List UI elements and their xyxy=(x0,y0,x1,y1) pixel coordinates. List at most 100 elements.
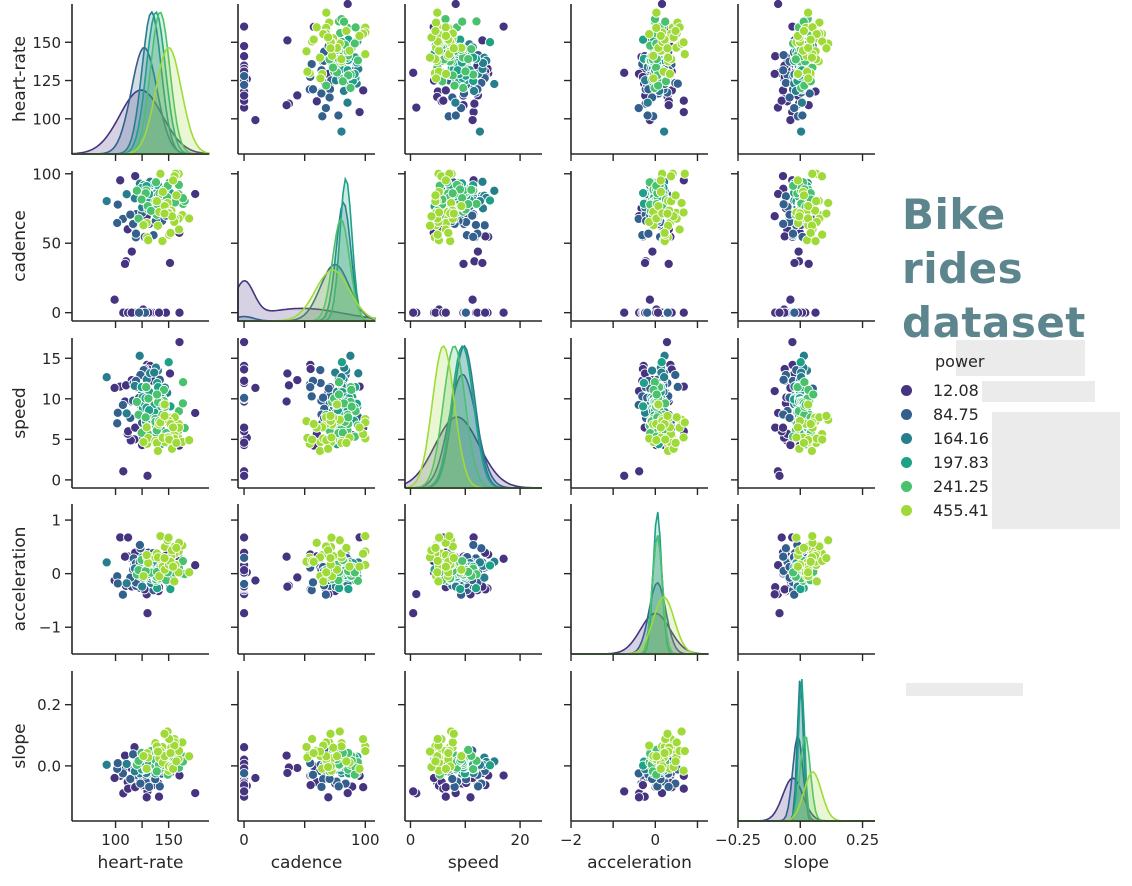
scatter-point xyxy=(480,307,491,318)
scatter-point xyxy=(806,445,817,457)
scatter-point xyxy=(190,560,201,571)
scatter-point xyxy=(109,294,120,305)
scatter-point xyxy=(779,584,790,595)
legend-marker xyxy=(901,408,912,420)
scatter-point xyxy=(323,383,334,394)
scatter-point xyxy=(101,372,112,383)
scatter-point xyxy=(325,728,336,739)
scatter-point xyxy=(458,82,469,94)
scatter-point xyxy=(144,781,155,792)
scatter-point xyxy=(619,786,630,797)
scatter-point xyxy=(138,751,149,762)
scatter-point xyxy=(467,115,478,126)
scatter-point xyxy=(158,384,169,395)
scatter-point xyxy=(652,307,664,318)
scatter-point xyxy=(644,294,655,305)
scatter-point xyxy=(661,337,673,348)
x-tick-label: 0 xyxy=(239,831,249,849)
scatter-point xyxy=(647,365,658,376)
legend-label: 455.41 xyxy=(933,500,989,520)
scatter-point xyxy=(792,175,803,186)
scatter-point xyxy=(656,0,668,10)
scatter-point xyxy=(433,576,444,587)
scatter-point xyxy=(323,792,334,803)
scatter-point xyxy=(184,213,195,224)
scatter-point xyxy=(445,236,456,247)
scatter-point xyxy=(333,110,344,121)
scatter-point xyxy=(341,25,352,37)
scatter-point xyxy=(121,189,132,200)
scatter-point xyxy=(325,410,336,421)
scatter-point xyxy=(467,210,478,221)
y-tick-label: 0.0 xyxy=(37,757,61,775)
scatter-point xyxy=(150,177,162,188)
scatter-point xyxy=(798,25,809,37)
scatter-point xyxy=(281,396,292,407)
scatter-point xyxy=(408,67,419,78)
scatter-point xyxy=(805,227,816,238)
scatter-point xyxy=(663,100,674,111)
scatter-point xyxy=(432,555,443,566)
scatter-point xyxy=(805,418,816,430)
scatter-point xyxy=(655,175,666,186)
scatter-point xyxy=(448,728,459,739)
scatter-point xyxy=(633,103,644,114)
scatter-point xyxy=(477,176,488,187)
scatter-point xyxy=(659,748,670,759)
scatter-point xyxy=(498,553,509,564)
scatter-point xyxy=(769,589,780,600)
scatter-point xyxy=(777,171,789,182)
scatter-point xyxy=(796,97,807,108)
scatter-point xyxy=(798,542,809,553)
panel-acceleration-vs-cadence xyxy=(231,504,375,661)
scatter-point xyxy=(316,781,327,792)
scatter-point xyxy=(619,67,630,78)
scatter-point xyxy=(135,778,146,789)
scatter-point xyxy=(455,584,466,595)
scatter-point xyxy=(326,532,337,543)
scatter-point xyxy=(821,410,832,421)
y-tick-label: 100 xyxy=(32,165,61,183)
scatter-point xyxy=(438,95,449,106)
scatter-point xyxy=(352,55,363,66)
scatter-point xyxy=(141,382,152,393)
scatter-point xyxy=(121,408,132,419)
scatter-point xyxy=(130,171,141,182)
scatter-point xyxy=(662,410,673,421)
scatter-point xyxy=(159,399,170,410)
scatter-point xyxy=(239,768,250,779)
scatter-point xyxy=(479,220,490,231)
scatter-point xyxy=(777,422,789,433)
scatter-point xyxy=(774,307,785,318)
scatter-point xyxy=(315,73,326,84)
scatter-point xyxy=(440,561,451,572)
x-tick-label: 0 xyxy=(406,831,416,849)
scatter-point xyxy=(778,218,789,229)
scatter-point xyxy=(341,437,352,448)
scatter-point xyxy=(456,751,467,762)
scatter-point xyxy=(155,531,166,542)
y-tick-label: −1 xyxy=(39,619,61,637)
scatter-point xyxy=(432,229,443,240)
scatter-point xyxy=(662,43,673,54)
scatter-point xyxy=(467,294,478,305)
scatter-point xyxy=(471,198,482,209)
scatter-point xyxy=(426,211,437,222)
scatter-point xyxy=(785,294,796,305)
scatter-point xyxy=(239,742,250,753)
scatter-point xyxy=(440,68,452,79)
scatter-point xyxy=(642,110,653,121)
scatter-point xyxy=(282,581,293,592)
scatter-point xyxy=(670,756,681,767)
scatter-point xyxy=(791,432,802,443)
y-axis-label-cadence: cadence xyxy=(10,210,30,282)
scatter-point xyxy=(109,382,120,393)
scatter-point xyxy=(137,581,148,592)
scatter-point xyxy=(336,54,347,65)
scatter-point xyxy=(354,763,365,774)
y-tick-label: 15 xyxy=(42,350,61,368)
scatter-point xyxy=(353,368,364,379)
scatter-point xyxy=(125,773,136,785)
scatter-point xyxy=(811,196,822,207)
scatter-point xyxy=(674,224,685,235)
